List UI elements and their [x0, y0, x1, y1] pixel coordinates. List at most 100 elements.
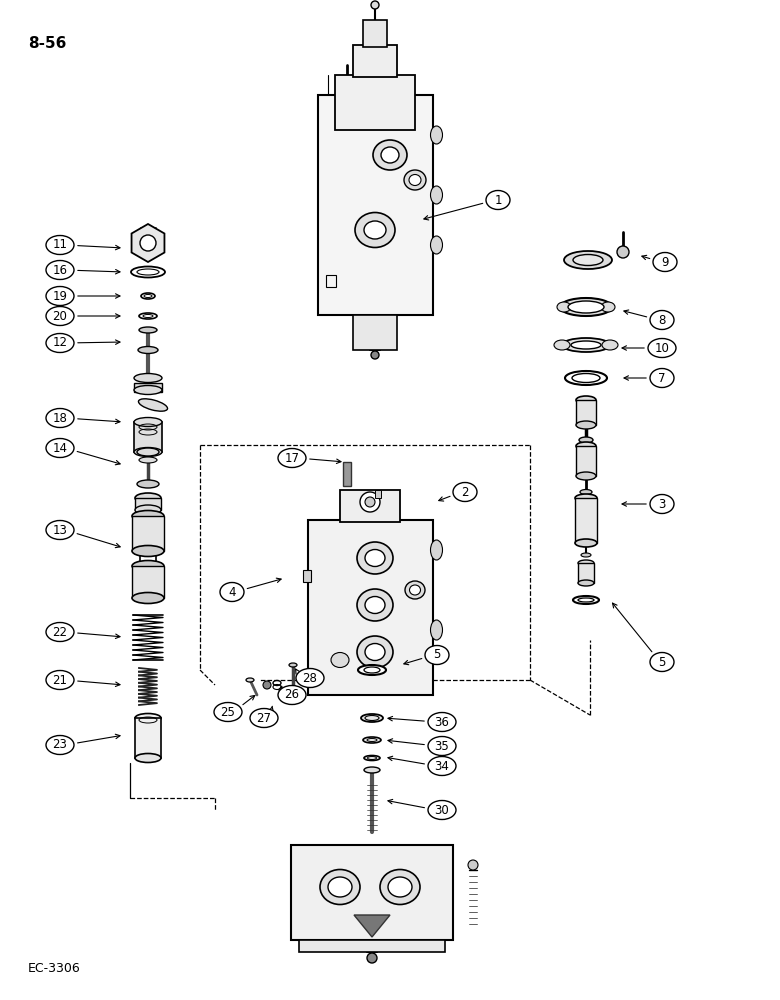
Ellipse shape: [380, 869, 420, 904]
Circle shape: [367, 953, 377, 963]
Ellipse shape: [364, 756, 380, 760]
Circle shape: [263, 681, 271, 689]
Ellipse shape: [453, 483, 477, 502]
Ellipse shape: [132, 510, 164, 522]
Ellipse shape: [132, 592, 164, 603]
Bar: [134, 422, 162, 452]
Text: 18: 18: [52, 412, 67, 424]
Ellipse shape: [428, 712, 456, 732]
Ellipse shape: [431, 620, 442, 640]
Ellipse shape: [137, 480, 159, 488]
Ellipse shape: [46, 306, 74, 326]
Ellipse shape: [580, 489, 592, 494]
Bar: [578, 563, 594, 583]
Ellipse shape: [278, 448, 306, 468]
Polygon shape: [354, 915, 390, 937]
Ellipse shape: [328, 877, 352, 897]
Bar: [575, 498, 597, 543]
Circle shape: [617, 246, 629, 258]
Ellipse shape: [578, 580, 594, 586]
Bar: [375, 490, 381, 498]
Ellipse shape: [565, 371, 607, 385]
Text: EC-3306: EC-3306: [28, 962, 81, 975]
Bar: [132, 516, 164, 551]
Ellipse shape: [431, 186, 442, 204]
Ellipse shape: [573, 596, 599, 604]
Ellipse shape: [46, 622, 74, 642]
Ellipse shape: [564, 251, 612, 269]
Ellipse shape: [409, 174, 421, 186]
Ellipse shape: [46, 520, 74, 540]
Ellipse shape: [365, 550, 385, 566]
Ellipse shape: [576, 442, 596, 450]
Bar: [135, 498, 161, 510]
Text: 30: 30: [434, 804, 449, 816]
Ellipse shape: [431, 540, 442, 560]
Text: 7: 7: [658, 371, 666, 384]
Ellipse shape: [602, 340, 618, 350]
Text: 8: 8: [658, 314, 665, 326]
Ellipse shape: [364, 767, 380, 773]
Ellipse shape: [573, 254, 603, 265]
Text: 16: 16: [52, 263, 68, 276]
Text: 36: 36: [434, 716, 449, 728]
Ellipse shape: [132, 546, 164, 556]
Ellipse shape: [579, 437, 593, 443]
Ellipse shape: [134, 373, 162, 382]
Ellipse shape: [405, 581, 425, 599]
Text: 22: 22: [52, 626, 68, 639]
Bar: [335, 75, 415, 130]
Ellipse shape: [357, 542, 393, 574]
Bar: [135, 718, 161, 758]
Ellipse shape: [355, 213, 395, 247]
Bar: [291, 845, 453, 940]
Ellipse shape: [139, 399, 168, 411]
Ellipse shape: [648, 338, 676, 358]
Ellipse shape: [653, 252, 677, 271]
Ellipse shape: [139, 313, 157, 319]
Ellipse shape: [250, 708, 278, 728]
Text: 27: 27: [257, 712, 271, 724]
Ellipse shape: [134, 448, 162, 456]
Ellipse shape: [576, 472, 596, 480]
Ellipse shape: [135, 493, 161, 503]
Ellipse shape: [568, 301, 604, 313]
Text: 9: 9: [661, 255, 668, 268]
Ellipse shape: [331, 652, 349, 668]
Text: 35: 35: [434, 740, 449, 752]
Ellipse shape: [581, 553, 591, 557]
Ellipse shape: [46, 286, 74, 306]
Ellipse shape: [560, 298, 612, 316]
Text: 13: 13: [52, 524, 67, 536]
Ellipse shape: [365, 644, 385, 660]
Ellipse shape: [320, 869, 360, 904]
Bar: [363, 20, 387, 47]
Bar: [299, 940, 445, 952]
Text: 34: 34: [434, 760, 449, 772]
Ellipse shape: [132, 560, 164, 572]
Polygon shape: [132, 224, 165, 262]
Ellipse shape: [364, 221, 386, 239]
Ellipse shape: [575, 539, 597, 547]
Bar: [317, 95, 432, 315]
Ellipse shape: [381, 147, 399, 163]
Ellipse shape: [365, 596, 385, 613]
Text: 14: 14: [52, 442, 68, 454]
Text: 3: 3: [658, 497, 665, 510]
Ellipse shape: [557, 302, 571, 312]
Circle shape: [360, 492, 380, 512]
Ellipse shape: [650, 368, 674, 387]
Ellipse shape: [410, 585, 420, 595]
Bar: [303, 570, 310, 582]
Text: 1: 1: [495, 194, 502, 207]
Text: 28: 28: [303, 672, 317, 684]
Text: 12: 12: [52, 336, 68, 350]
Ellipse shape: [357, 636, 393, 668]
Bar: [307, 520, 432, 695]
Ellipse shape: [363, 737, 381, 743]
Circle shape: [365, 497, 375, 507]
Bar: [325, 275, 335, 287]
Ellipse shape: [575, 494, 597, 502]
Bar: [353, 45, 397, 77]
Ellipse shape: [388, 877, 412, 897]
